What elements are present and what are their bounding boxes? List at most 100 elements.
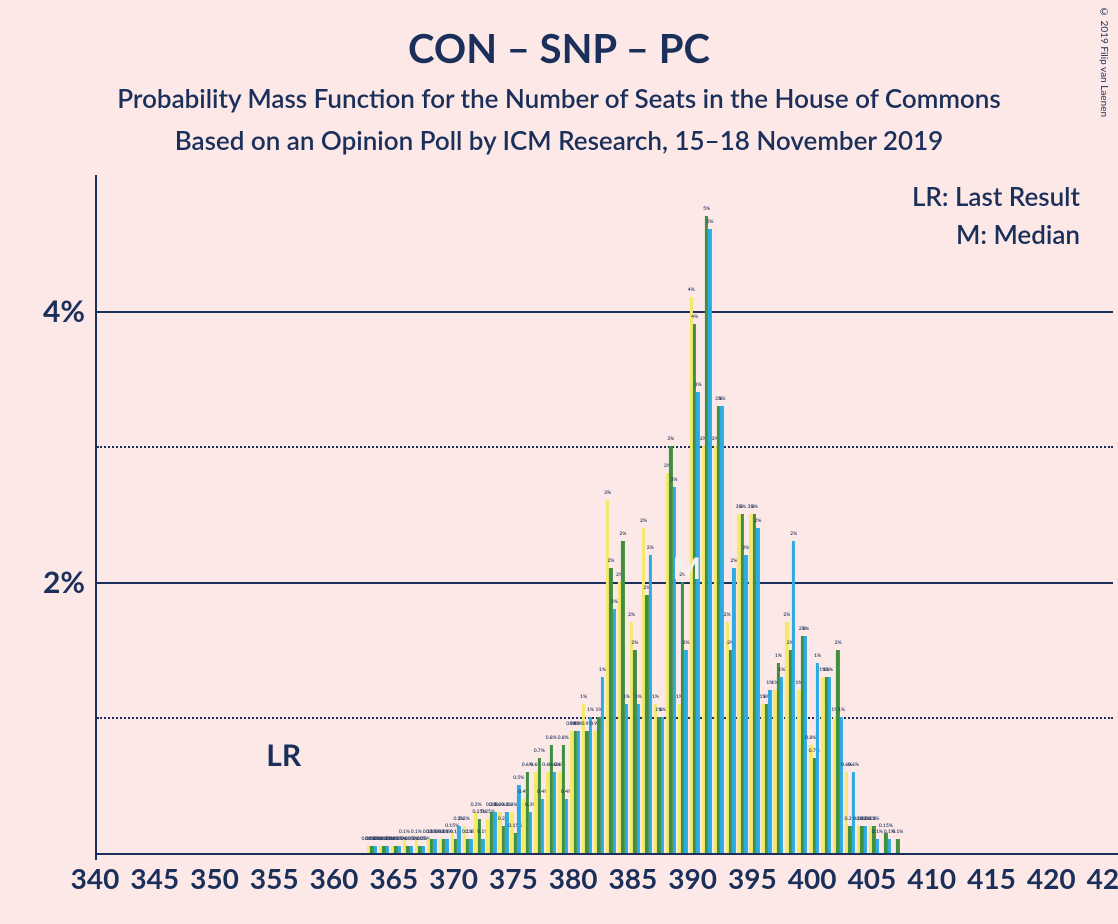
bar-value-label: 1% [814, 653, 821, 659]
x-tick-label: 380 [549, 861, 598, 895]
bar-blue: 0.1% [481, 839, 484, 853]
x-tick-label: 415 [967, 861, 1016, 895]
bar-group: 0.9%1%1% [594, 677, 604, 853]
bar-group: 0.1%0.1%0.1% [439, 839, 449, 853]
bar-blue: 2% [744, 555, 747, 853]
bar-value-label: 1% [778, 667, 785, 673]
x-tick-label: 345 [130, 861, 179, 895]
bar-group: 0.25%0.3%0.3% [486, 812, 496, 853]
bar-blue: 2% [804, 636, 807, 853]
bar-group: 3%5%5% [702, 216, 712, 853]
bar-value-label: 0.8% [805, 735, 816, 741]
bar-value-label: 0.1% [399, 829, 410, 835]
bar-group: 0.3%0.15%0.5% [510, 785, 520, 853]
bar-blue: 1% [660, 717, 663, 853]
y-tick-label: 2% [25, 564, 85, 600]
bar-value-label: 4% [691, 314, 698, 320]
bar-group: 1%1%1% [761, 690, 771, 853]
bar-group: 1%2%2% [797, 636, 807, 853]
bar-blue: 0.05% [386, 846, 389, 853]
bar-value-label: 2% [835, 640, 842, 646]
bars-container: 0.05%0.05%0.05%0.05%0.05%0.05%0.05%0.05%… [97, 175, 1113, 853]
x-tick-label: 385 [609, 861, 658, 895]
bar-value-label: 0.3% [471, 802, 482, 808]
bar-value-label: 3% [671, 477, 678, 483]
y-tick-label: 4% [25, 293, 85, 329]
bar-blue: 0.1% [876, 839, 879, 853]
x-tick-label: 365 [369, 861, 418, 895]
bar-value-label: 0.2% [459, 816, 470, 822]
bar-group: 0.6%0.2%0.6% [845, 772, 855, 853]
bar-blue: 0.1% [445, 839, 448, 853]
bar-blue: 0.05% [398, 846, 401, 853]
bar-value-label: 2% [631, 640, 638, 646]
bar-value-label: 4% [688, 287, 695, 293]
bar-value-label: 1% [838, 707, 845, 713]
bar-value-label: 1% [587, 707, 594, 713]
bar-value-label: 0.8% [546, 735, 557, 741]
plot-area: 2%4% 34034535035536036537037538038539039… [95, 175, 1113, 855]
bar-green: 0.1% [896, 839, 899, 853]
bar-group: 0.3%0.2%0.3% [498, 812, 508, 853]
bar-value-label: 1% [599, 667, 606, 673]
bar-blue: 0.1% [888, 839, 891, 853]
bar-group: 0.6%0.7%0.4% [534, 758, 544, 853]
bar-blue: 0.3% [505, 812, 508, 853]
bar-value-label: 1% [652, 694, 659, 700]
bar-group: 0.1%0.05%0.05% [415, 839, 425, 853]
bar-value-label: 2% [647, 545, 654, 551]
bar-blue: 2% [756, 528, 759, 853]
bar-blue: 0.3% [493, 812, 496, 853]
bar-blue: 2% [732, 568, 735, 853]
bar-blue: 1% [768, 690, 771, 853]
bar-blue: 0.6% [852, 772, 855, 853]
bar-value-label: 3% [751, 504, 758, 510]
bar-blue: 3% [672, 487, 675, 853]
bar-blue: 2% [684, 650, 687, 853]
bar-blue: 2% [792, 541, 795, 853]
bar-group: 2%2%1% [630, 622, 640, 853]
bar-group: 0.1%0.1%0.1% [427, 839, 437, 853]
chart-title: CON – SNP – PC [0, 24, 1118, 72]
bar-blue: 1% [816, 663, 819, 853]
bar-blue: 3% [696, 392, 699, 853]
bar-value-label: 0.1% [892, 829, 903, 835]
bar-group: 0.2%0.1%0.1% [462, 826, 472, 853]
bar-blue: 0.05% [421, 846, 424, 853]
x-tick-label: 340 [71, 861, 120, 895]
bar-blue: 0.1% [469, 839, 472, 853]
bar-blue: 1% [625, 704, 628, 853]
bar-group: 2%2%2% [725, 568, 735, 853]
bar-value-label: 2% [802, 626, 809, 632]
x-tick-label: 425 [1087, 861, 1118, 895]
bar-group: 0.15%0.1%0.2% [450, 826, 460, 853]
bar-group: 1%1%1% [654, 704, 664, 853]
bar-blue: 3% [720, 406, 723, 853]
bar-value-label: 1% [659, 707, 666, 713]
bar-blue: 1% [828, 677, 831, 853]
bar-value-label: 2% [790, 531, 797, 537]
bar-value-label: 2% [640, 518, 647, 524]
bar-group: 0.9%0.9%0.9% [570, 731, 580, 853]
bar-value-label: 0.3% [506, 802, 517, 808]
x-tick-label: 355 [250, 861, 299, 895]
copyright-text: © 2019 Filip van Laenen [1098, 6, 1110, 117]
bar-blue: 0.3% [529, 812, 532, 853]
bar-blue: 0.2% [864, 826, 867, 853]
bar-blue: 0.4% [565, 799, 568, 853]
chart-container: CON – SNP – PC Probability Mass Function… [0, 0, 1118, 924]
x-axis [95, 853, 1118, 855]
x-tick-label: 375 [489, 861, 538, 895]
bar-group: 1%1%1% [821, 677, 831, 853]
bar-value-label: 2% [628, 612, 635, 618]
bar-blue: 0.2% [457, 826, 460, 853]
bar-group: 0.1%0.05%0.05% [403, 839, 413, 853]
bar-value-label: 0.15% [879, 823, 893, 829]
bar-blue: 0.1% [433, 839, 436, 853]
bar-value-label: 5% [703, 206, 710, 212]
bar-blue: 1% [601, 677, 604, 853]
bar-value-label: 2% [683, 640, 690, 646]
bar-value-label: 3% [739, 504, 746, 510]
x-tick-label: 395 [728, 861, 777, 895]
bar-blue: 0.4% [541, 799, 544, 853]
